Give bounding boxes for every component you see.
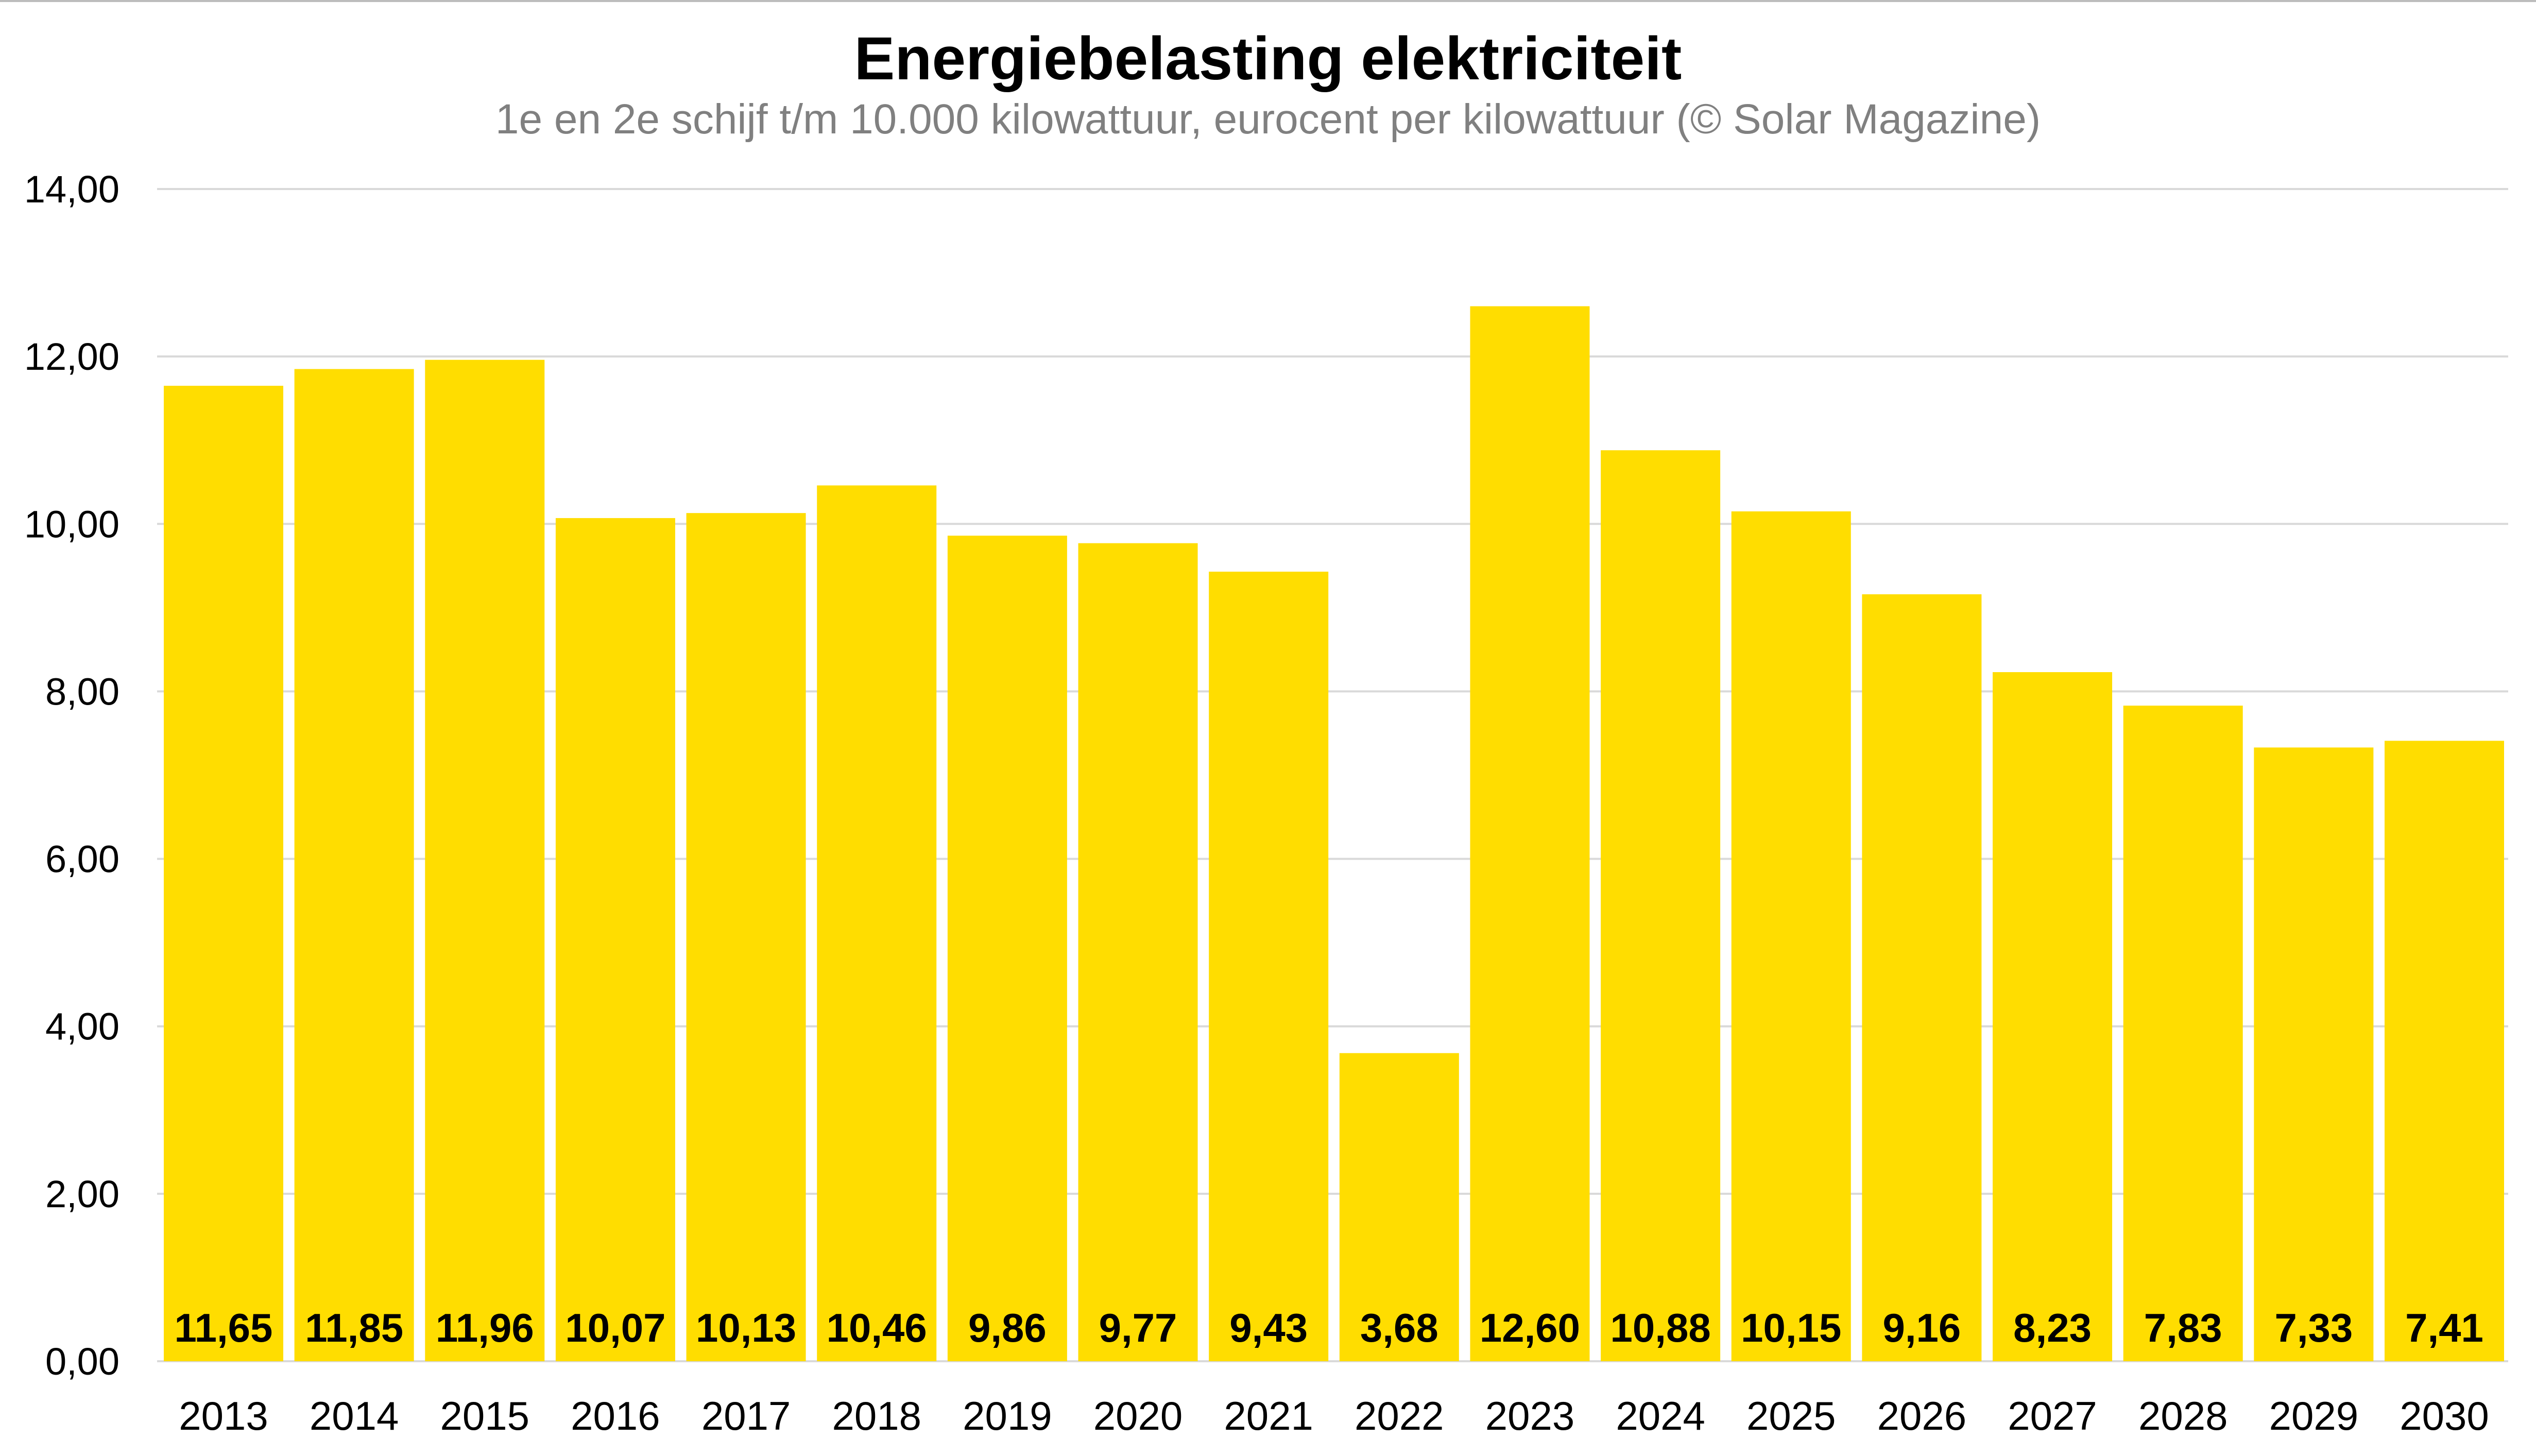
- bar-2026: [1862, 594, 1982, 1361]
- x-tick-label-2018: 2018: [832, 1393, 921, 1438]
- y-tick-label: 12,00: [24, 335, 119, 378]
- x-tick-label-2013: 2013: [179, 1393, 268, 1438]
- y-axis: 0,00 2,00 4,00 6,00 8,00 10,00 12,00 14,00: [24, 168, 119, 1383]
- data-label-2019: 9,86: [968, 1305, 1047, 1350]
- bar-2030: [2385, 741, 2504, 1361]
- data-label-2030: 7,41: [2405, 1305, 2483, 1350]
- bar-2025: [1731, 511, 1851, 1361]
- bar-2013: [164, 386, 283, 1361]
- bar-2027: [1993, 672, 2113, 1361]
- y-tick-label: 0,00: [45, 1340, 119, 1383]
- bar-2022: [1339, 1053, 1459, 1361]
- data-label-2018: 10,46: [827, 1305, 927, 1350]
- bars: [164, 306, 2504, 1362]
- bar-2029: [2254, 747, 2374, 1361]
- data-label-2022: 3,68: [1360, 1305, 1438, 1350]
- x-tick-label-2024: 2024: [1616, 1393, 1705, 1438]
- x-tick-label-2020: 2020: [1093, 1393, 1183, 1438]
- y-tick-label: 14,00: [24, 168, 119, 211]
- data-label-2025: 10,15: [1741, 1305, 1841, 1350]
- x-tick-label-2028: 2028: [2138, 1393, 2228, 1438]
- x-tick-label-2025: 2025: [1746, 1393, 1836, 1438]
- data-label-2020: 9,77: [1099, 1305, 1177, 1350]
- data-label-2029: 7,33: [2274, 1305, 2353, 1350]
- data-label-2013: 11,65: [175, 1305, 273, 1350]
- x-axis: 2013 2014 2015 2016 2017 2018 2019 2020 2021 2022…: [179, 1393, 2489, 1438]
- bar-2021: [1209, 571, 1329, 1361]
- y-tick-label: 8,00: [45, 670, 119, 713]
- bar-2028: [2123, 706, 2243, 1361]
- x-tick-label-2023: 2023: [1485, 1393, 1575, 1438]
- x-tick-label-2030: 2030: [2400, 1393, 2489, 1438]
- data-label-2016: 10,07: [565, 1305, 665, 1350]
- x-tick-label-2029: 2029: [2269, 1393, 2359, 1438]
- data-label-2024: 10,88: [1610, 1305, 1711, 1350]
- y-tick-label: 4,00: [45, 1005, 119, 1048]
- chart-subtitle: 1e en 2e schijf t/m 10.000 kilowattuur, …: [495, 96, 2041, 143]
- data-label-2026: 9,16: [1883, 1305, 1961, 1350]
- bar-2017: [686, 513, 806, 1362]
- data-label-2023: 12,60: [1480, 1305, 1580, 1350]
- x-tick-label-2021: 2021: [1224, 1393, 1313, 1438]
- bar-2019: [947, 536, 1067, 1361]
- bar-2014: [294, 369, 414, 1361]
- data-label-2021: 9,43: [1229, 1305, 1308, 1350]
- x-tick-label-2016: 2016: [571, 1393, 660, 1438]
- gridlines: [157, 188, 2508, 1362]
- x-tick-label-2019: 2019: [963, 1393, 1052, 1438]
- data-label-2014: 11,85: [305, 1305, 403, 1350]
- x-tick-label-2014: 2014: [310, 1393, 399, 1438]
- x-tick-label-2022: 2022: [1355, 1393, 1444, 1438]
- x-tick-label-2027: 2027: [2008, 1393, 2097, 1438]
- data-labels: 11,65 11,85 11,96 10,07 10,13 10,46 9,86 9,77 9,…: [175, 1305, 2483, 1350]
- y-tick-label: 2,00: [45, 1173, 119, 1215]
- x-tick-label-2026: 2026: [1877, 1393, 1967, 1438]
- data-label-2027: 8,23: [2013, 1305, 2092, 1350]
- y-tick-label: 10,00: [24, 503, 119, 545]
- bar-2018: [817, 485, 937, 1361]
- bar-2024: [1601, 450, 1721, 1361]
- bar-2015: [425, 359, 545, 1361]
- data-label-2015: 11,96: [436, 1305, 534, 1350]
- bar-2023: [1470, 306, 1590, 1361]
- data-label-2028: 7,83: [2144, 1305, 2222, 1350]
- chart-title: Energiebelasting elektriciteit: [854, 25, 1682, 93]
- y-tick-label: 6,00: [45, 838, 119, 881]
- bar-2016: [555, 518, 675, 1361]
- data-label-2017: 10,13: [696, 1305, 796, 1350]
- x-tick-label-2017: 2017: [701, 1393, 791, 1438]
- top-border-line: [0, 0, 2536, 2]
- x-tick-label-2015: 2015: [440, 1393, 530, 1438]
- bar-2020: [1078, 543, 1198, 1361]
